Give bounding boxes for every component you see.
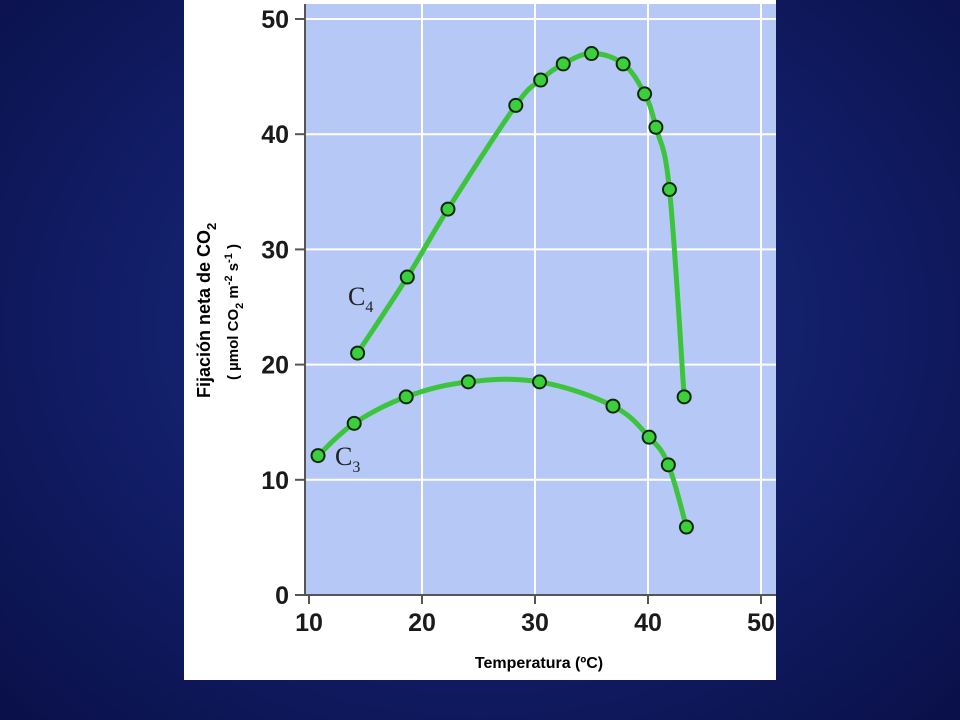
plot-area <box>305 4 776 595</box>
data-point <box>661 181 677 197</box>
data-point <box>508 97 524 113</box>
y-axis-units: ( µmol CO2 m-2 s-1 ) <box>223 244 246 380</box>
series-labels: C4 C3 <box>335 282 373 476</box>
y-axis-label: Fijación neta de CO2 <box>194 223 219 398</box>
y-tick-label: 30 <box>261 236 289 264</box>
series-label-0: C4 <box>348 282 373 316</box>
data-point <box>555 56 571 72</box>
y-tick-label: 20 <box>261 352 289 380</box>
data-point <box>641 429 657 445</box>
x-axis-label: Temperatura (ºC) <box>475 655 603 672</box>
data-point <box>676 389 692 405</box>
series-label-1: C3 <box>335 442 360 476</box>
data-point <box>398 389 414 405</box>
data-point <box>678 519 694 535</box>
data-point <box>584 46 599 62</box>
axes <box>304 4 776 596</box>
x-tick-label: 30 <box>521 609 549 637</box>
x-tick-label: 40 <box>634 609 662 637</box>
y-tick-label: 0 <box>275 582 289 610</box>
x-tick-label: 10 <box>295 609 323 637</box>
x-tick-label: 50 <box>747 609 775 637</box>
data-point <box>346 415 362 431</box>
y-tick-label: 40 <box>261 121 289 149</box>
data-point <box>310 448 326 464</box>
y-axis-ticks: 0 10 20 30 40 50 <box>261 6 305 610</box>
data-point <box>648 119 664 135</box>
data-point <box>637 86 653 102</box>
data-point <box>460 374 476 390</box>
x-axis-ticks: 10 20 30 40 50 <box>295 595 775 637</box>
data-point <box>399 269 415 285</box>
series-points <box>310 46 694 535</box>
x-tick-label: 20 <box>408 609 436 637</box>
data-point <box>660 457 676 473</box>
series-line-0 <box>355 51 687 400</box>
y-tick-label: 10 <box>261 467 289 495</box>
y-axis-label-group: Fijación neta de CO2 <box>194 223 219 398</box>
data-point <box>533 72 549 88</box>
data-point <box>605 398 621 414</box>
y-tick-label: 50 <box>261 6 289 34</box>
y-axis-units-group: ( µmol CO2 m-2 s-1 ) <box>223 244 246 380</box>
data-point <box>532 374 548 390</box>
data-point <box>615 56 631 72</box>
data-point <box>440 201 456 217</box>
data-point <box>350 345 366 361</box>
